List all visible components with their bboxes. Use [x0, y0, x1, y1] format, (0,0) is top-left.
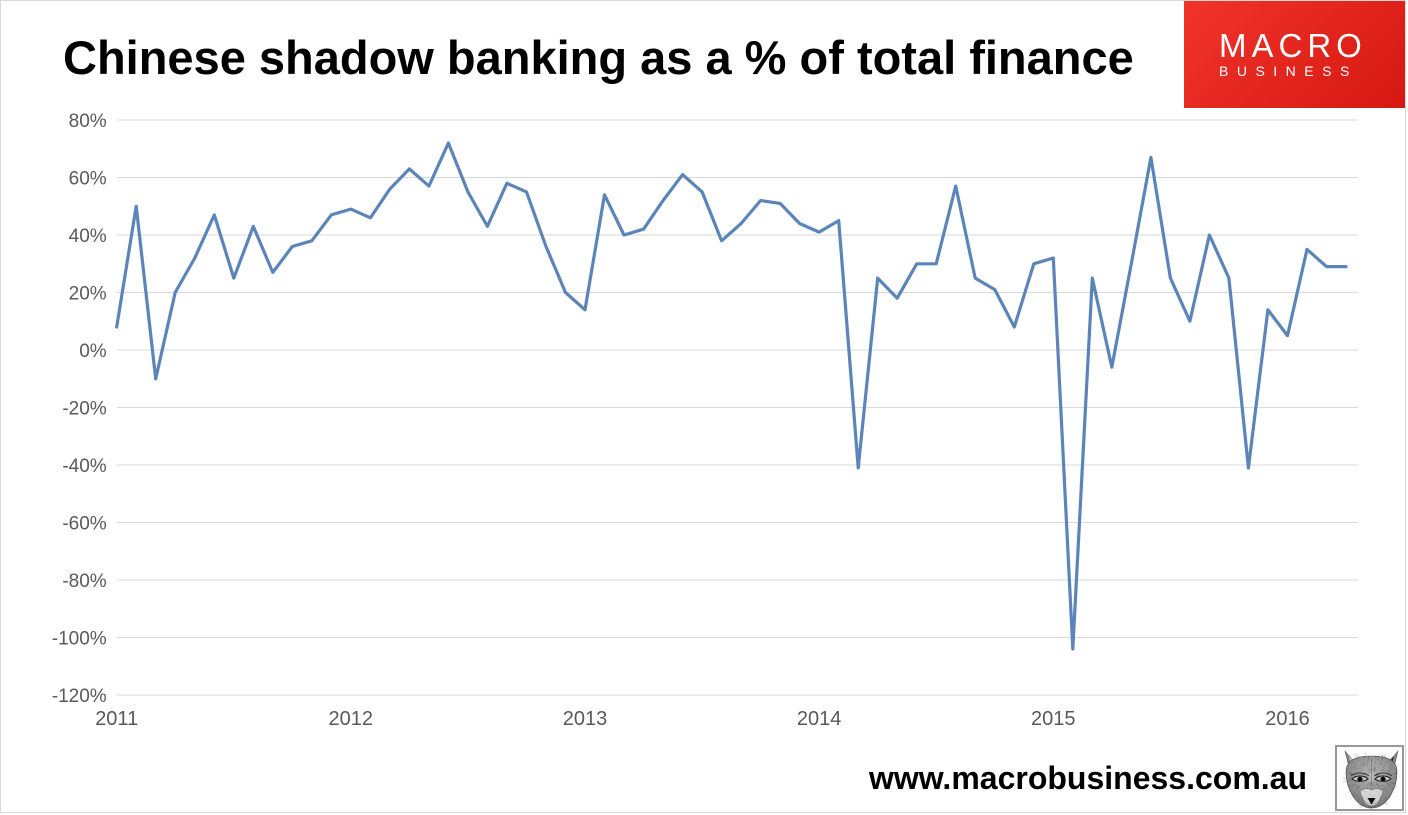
svg-text:-60%: -60% — [62, 514, 106, 535]
svg-text:2011: 2011 — [95, 708, 138, 730]
svg-text:-100%: -100% — [52, 629, 107, 650]
svg-text:2014: 2014 — [797, 708, 842, 730]
svg-text:2012: 2012 — [329, 708, 374, 730]
svg-text:-20%: -20% — [62, 399, 106, 420]
svg-text:60%: 60% — [69, 169, 107, 190]
svg-text:-120%: -120% — [52, 686, 107, 707]
svg-text:2013: 2013 — [563, 708, 608, 730]
svg-text:2016: 2016 — [1265, 708, 1310, 730]
svg-text:0%: 0% — [79, 341, 107, 362]
svg-text:2015: 2015 — [1031, 708, 1076, 730]
svg-text:80%: 80% — [69, 111, 107, 132]
svg-text:-80%: -80% — [62, 571, 106, 592]
svg-text:-40%: -40% — [62, 456, 106, 477]
svg-text:20%: 20% — [69, 284, 107, 305]
svg-text:40%: 40% — [69, 226, 107, 247]
